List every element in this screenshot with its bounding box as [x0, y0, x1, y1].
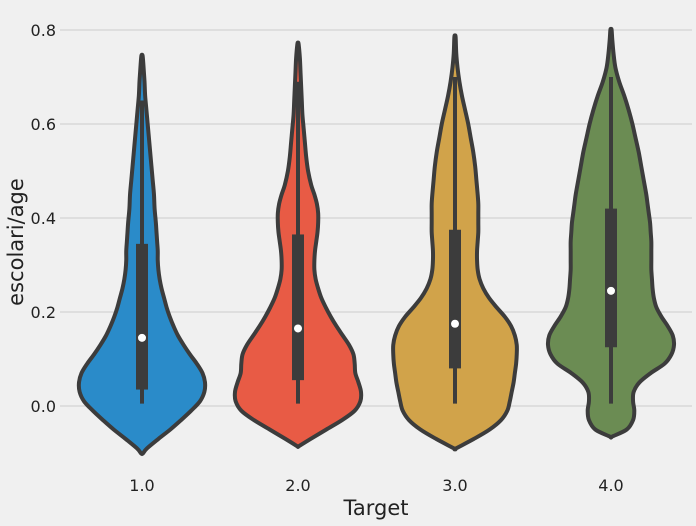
x-tick-labels: 1.0 2.0 3.0 4.0 — [129, 476, 623, 495]
median-point — [607, 286, 615, 295]
x-tick-label: 4.0 — [598, 476, 623, 495]
y-tick-labels: 0.0 0.2 0.4 0.6 0.8 — [31, 21, 56, 416]
violins — [76, 26, 677, 456]
violin-group-4.0 — [545, 26, 677, 440]
violin-group-2.0 — [232, 40, 364, 449]
median-point — [138, 333, 146, 342]
y-tick-label: 0.2 — [31, 303, 56, 322]
y-axis-label: escolari/age — [4, 178, 28, 306]
y-tick-label: 0.4 — [31, 209, 56, 228]
x-tick-label: 3.0 — [442, 476, 467, 495]
y-tick-label: 0.8 — [31, 21, 56, 40]
violin-group-3.0 — [391, 33, 519, 452]
violin-group-1.0 — [76, 52, 208, 456]
median-point — [451, 319, 459, 328]
iqr-box — [292, 234, 304, 381]
iqr-box — [605, 208, 617, 348]
y-tick-label: 0.6 — [31, 115, 56, 134]
iqr-box — [449, 229, 461, 369]
x-axis-label: Target — [343, 496, 409, 520]
x-tick-label: 2.0 — [285, 476, 310, 495]
x-tick-label: 1.0 — [129, 476, 154, 495]
median-point — [294, 324, 302, 333]
y-tick-label: 0.0 — [31, 397, 56, 416]
iqr-box — [136, 243, 148, 390]
